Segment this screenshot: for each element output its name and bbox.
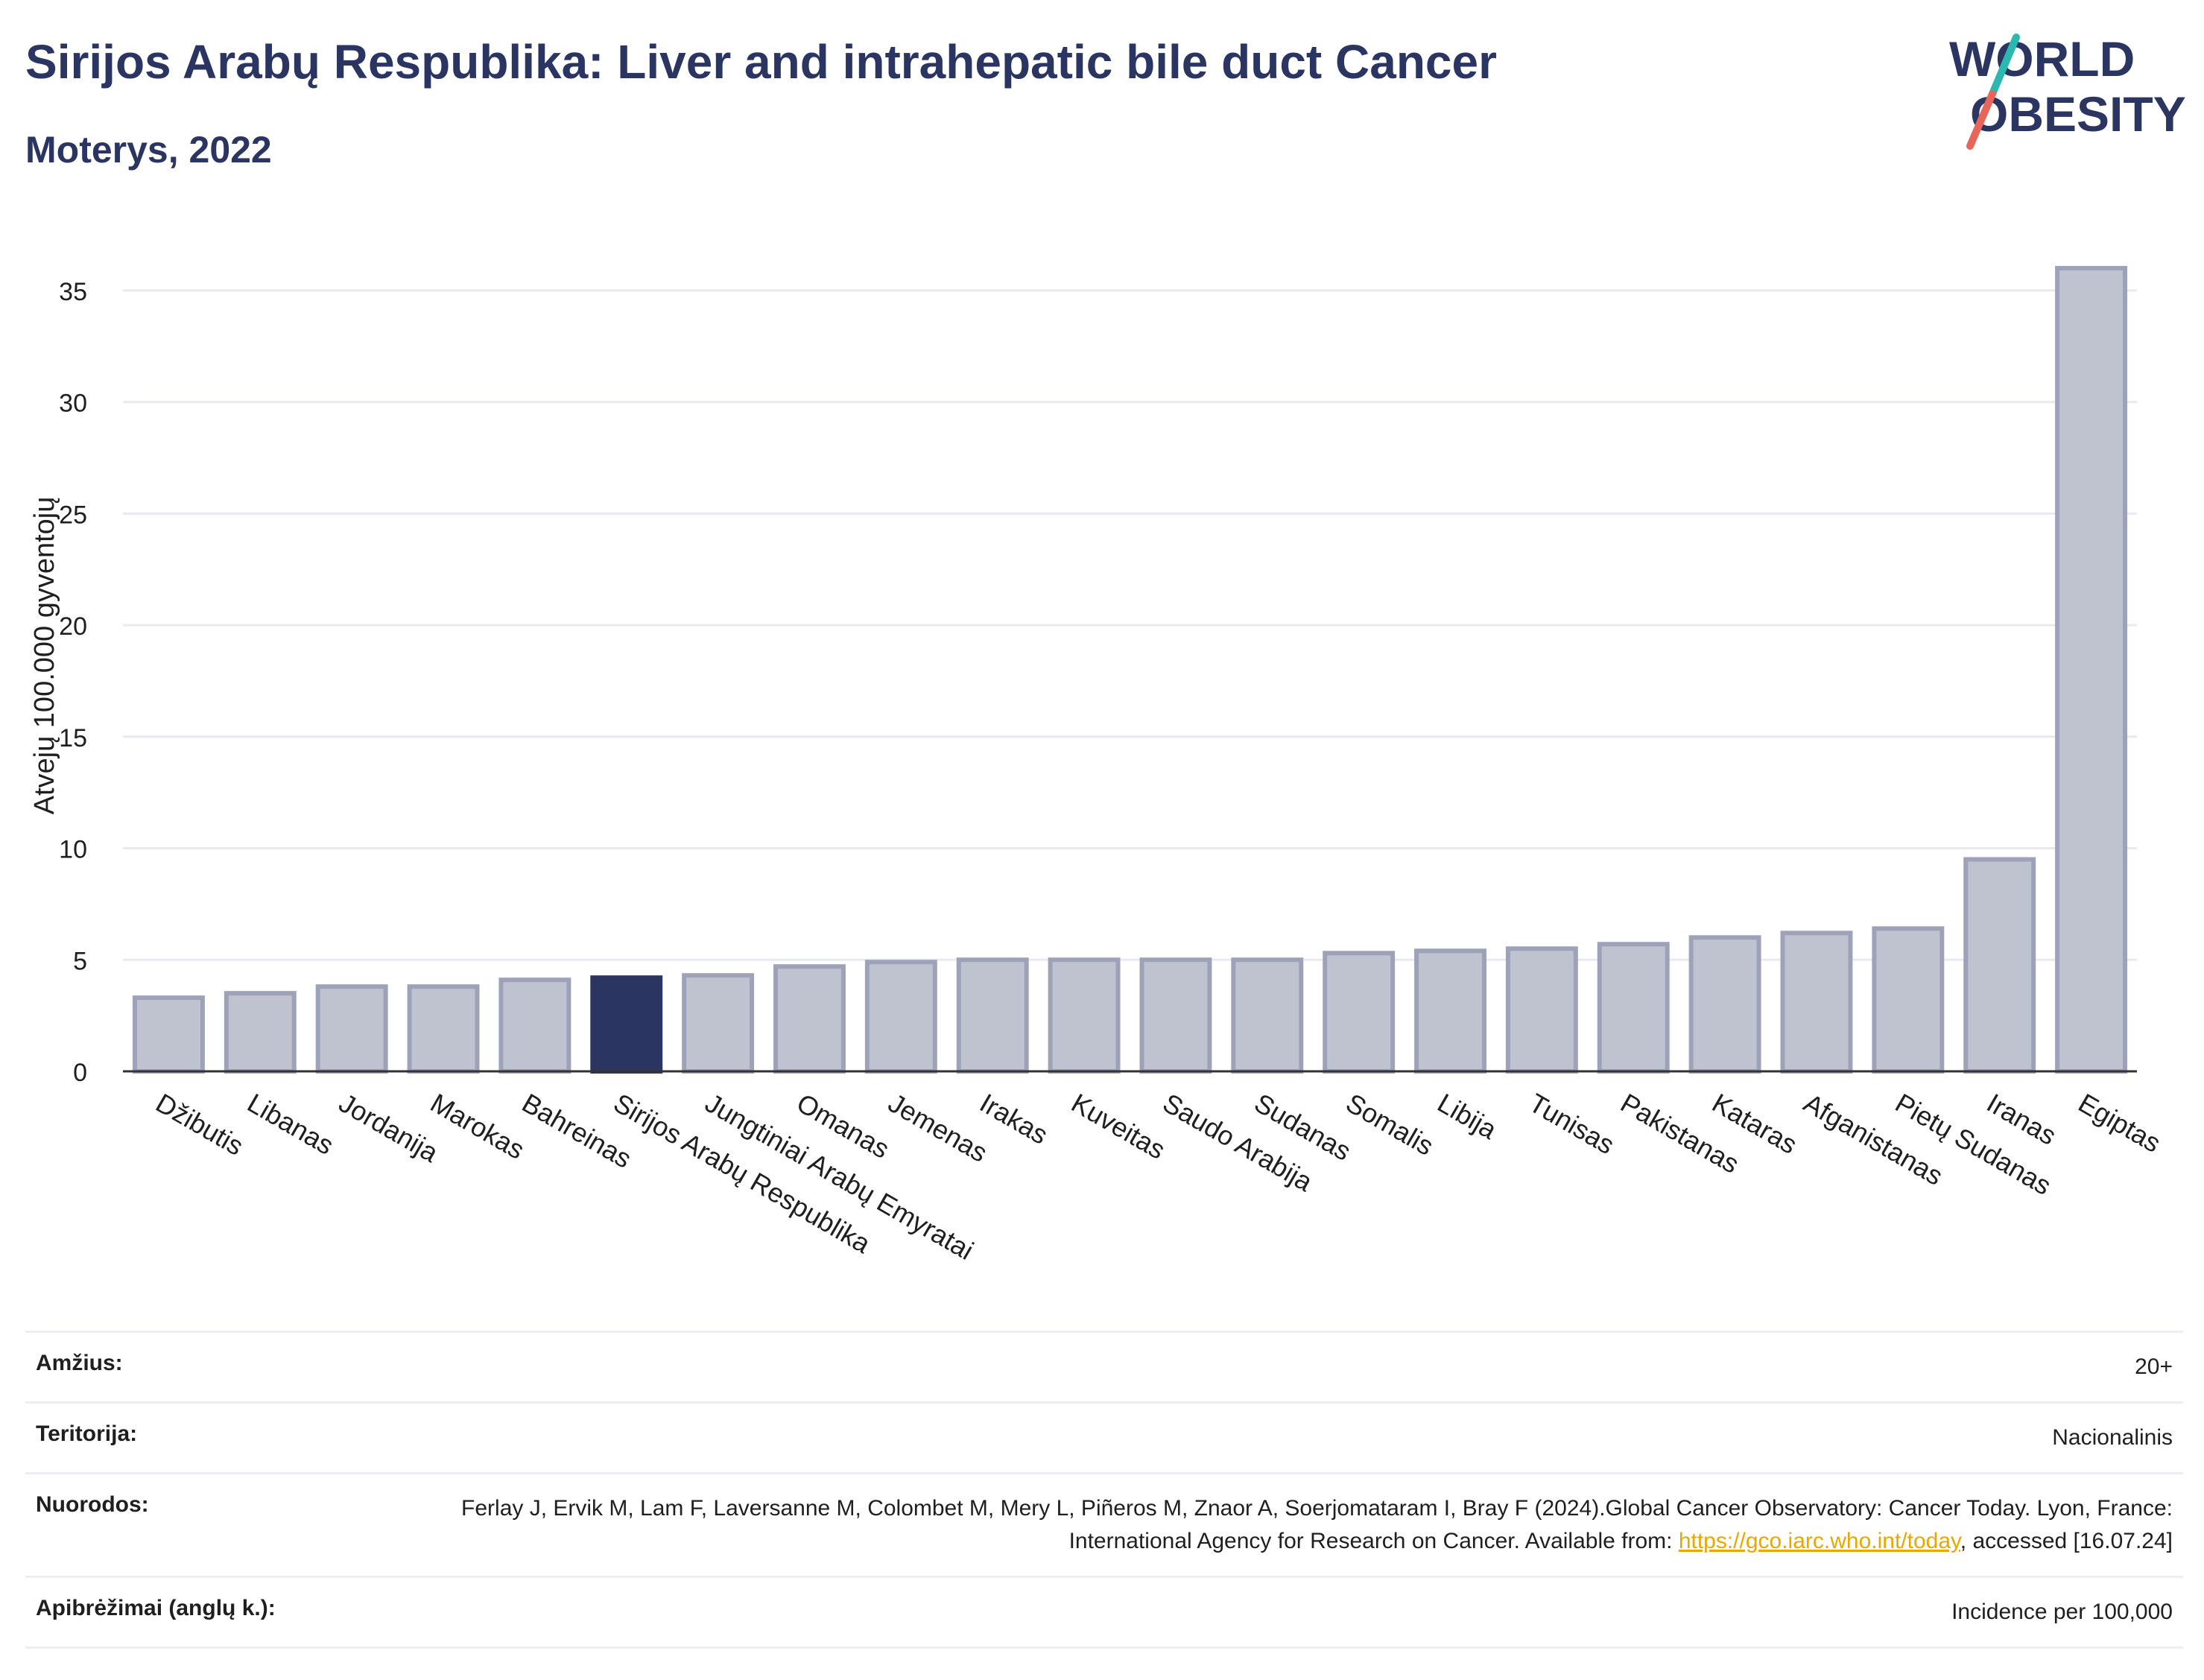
world-obesity-logo: WORLD OBESITY [1937, 22, 2191, 156]
meta-label-references: Nuorodos: [36, 1492, 149, 1517]
meta-row-references: Nuorodos: Ferlay J, Ervik M, Lam F, Lave… [25, 1472, 2183, 1576]
bar-4[interactable] [498, 977, 571, 1074]
logo-slash-red [1966, 90, 1996, 150]
y-tick-label: 35 [59, 278, 87, 306]
chart-subtitle: Moterys, 2022 [25, 129, 272, 171]
meta-label-territory: Teritorija: [36, 1421, 138, 1446]
y-axis-label: Atvejų 100.000 gyventojų [29, 497, 60, 815]
bar-8[interactable] [864, 960, 937, 1074]
bar-15[interactable] [1505, 946, 1578, 1074]
chart-title: Sirijos Arabų Respublika: Liver and intr… [25, 35, 1497, 89]
logo-text-obesity: OBESITY [1970, 86, 2186, 142]
bar-1[interactable] [224, 991, 297, 1074]
y-tick-label: 25 [59, 501, 87, 529]
x-tick-label: Libija [1433, 1087, 1503, 1145]
bar-chart: 0 5 10 15 20 25 30 35 DžibutisLibanasJordanijaMa… [29, 265, 2166, 1266]
y-tick-label: 0 [73, 1059, 87, 1087]
grid-lines [123, 289, 2137, 961]
meta-value-definitions: Incidence per 100,000 [1951, 1600, 2173, 1624]
x-tick-label: Kuveitas [1066, 1087, 1171, 1165]
meta-row-age: Amžius: 20+ [25, 1331, 2183, 1401]
meta-label-definitions: Apibrėžimai (anglų k.): [36, 1596, 276, 1620]
x-tick-label: Marokas [425, 1087, 530, 1165]
x-tick-label: Džibutis [151, 1087, 248, 1161]
bar-16[interactable] [1597, 942, 1670, 1074]
logo-text-world: WORLD [1949, 31, 2135, 86]
bar-5[interactable] [590, 975, 663, 1074]
bar-6[interactable] [682, 973, 755, 1074]
bar-3[interactable] [407, 984, 480, 1074]
meta-row-territory: Teritorija: Nacionalinis [25, 1401, 2183, 1472]
meta-value-references: Ferlay J, Ervik M, Lam F, Laversanne M, … [370, 1492, 2173, 1558]
x-tick-label: Somalis [1341, 1087, 1439, 1161]
metadata-table: Amžius: 20+ Teritorija: Nacionalinis Nuo… [25, 1331, 2183, 1649]
bar-0[interactable] [132, 995, 205, 1074]
x-tick-label: Tunisas [1524, 1087, 1620, 1160]
meta-row-definitions: Apibrėžimai (anglų k.): Incidence per 10… [25, 1576, 2183, 1649]
x-tick-label: Jemenas [883, 1087, 992, 1168]
meta-value-age: 20+ [2135, 1354, 2173, 1379]
reference-text: Ferlay J, Ervik M, Lam F, Laversanne M, … [461, 1496, 2173, 1553]
x-tick-label: Jordanija [334, 1087, 444, 1168]
x-tick-label: Pietų Sudanas [1890, 1087, 2056, 1201]
bar-17[interactable] [1688, 935, 1761, 1074]
reference-accessed: , accessed [16.07.24] [1960, 1529, 2173, 1553]
x-tick-label: Egiptas [2074, 1087, 2166, 1158]
bar-21[interactable] [2055, 265, 2128, 1074]
meta-label-age: Amžius: [36, 1351, 123, 1375]
bar-14[interactable] [1414, 948, 1486, 1074]
axes: 0 5 10 15 20 25 30 35 DžibutisLibanasJordanijaMa… [59, 278, 2166, 1266]
meta-value-territory: Nacionalinis [2052, 1425, 2173, 1450]
bar-2[interactable] [315, 984, 388, 1074]
x-tick-label: Libanas [242, 1087, 339, 1161]
bar-11[interactable] [1139, 957, 1212, 1074]
bar-7[interactable] [773, 964, 846, 1074]
y-tick-label: 30 [59, 390, 87, 418]
y-tick-label: 15 [59, 724, 87, 752]
bar-18[interactable] [1780, 931, 1853, 1074]
bar-9[interactable] [956, 957, 1029, 1074]
logo-slash-teal [1989, 34, 2020, 98]
y-tick-label: 20 [59, 612, 87, 641]
reference-link[interactable]: https://gco.iarc.who.int/today [1678, 1529, 1960, 1553]
bar-20[interactable] [1963, 857, 2036, 1074]
bar-10[interactable] [1048, 957, 1121, 1074]
bars [132, 265, 2128, 1074]
bar-12[interactable] [1231, 957, 1304, 1074]
y-tick-label: 10 [59, 836, 87, 864]
y-tick-label: 5 [73, 947, 87, 975]
bar-19[interactable] [1872, 926, 1945, 1074]
bar-13[interactable] [1323, 951, 1396, 1074]
